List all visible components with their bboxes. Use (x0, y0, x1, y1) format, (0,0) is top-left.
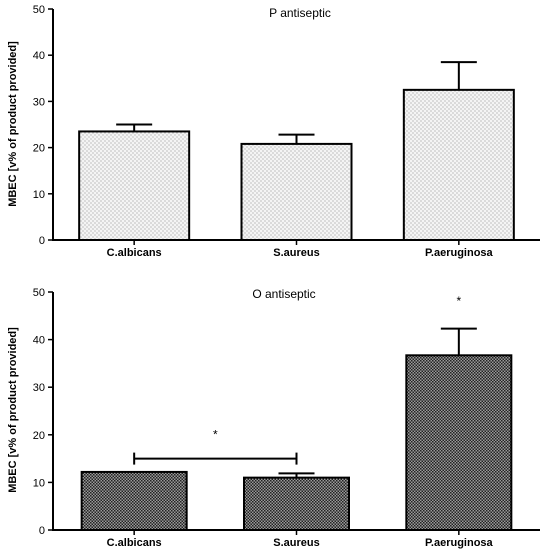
y-tick-label: 0 (39, 235, 45, 247)
x-tick-label: P.aeruginosa (425, 247, 494, 259)
significance-star: * (456, 294, 461, 308)
chart-marks: 0 10 20 30 40 50 C.albicans S.aureus P.aeruginos… (33, 287, 540, 549)
y-tick-label: 20 (33, 430, 45, 442)
y-tick-label: 30 (33, 382, 45, 394)
significance-star: * (213, 427, 218, 441)
y-axis-title: MBEC [v% of product provided] (7, 327, 19, 493)
chart-panel-p-antiseptic: P antiseptic MBEC [v% of product provide… (7, 4, 540, 259)
y-tick-label: 50 (33, 4, 45, 16)
y-tick-label: 50 (33, 287, 45, 299)
y-tick-label: 40 (33, 50, 45, 62)
x-tick-label: P.aeruginosa (425, 537, 494, 549)
y-tick-label: 0 (39, 525, 45, 537)
bar (402, 88, 515, 241)
bar (405, 354, 513, 532)
bar (243, 476, 350, 532)
y-tick-label: 30 (33, 96, 45, 108)
bar (240, 142, 353, 242)
chart-panel-o-antiseptic: O antiseptic MBEC [v% of product provide… (7, 287, 540, 549)
x-tick-label: C.albicans (107, 247, 162, 259)
y-tick-label: 10 (33, 189, 45, 201)
bar (78, 130, 191, 241)
y-tick-label: 10 (33, 477, 45, 489)
chart-marks: 0 10 20 30 40 50 C.albicans S.aureus P.aeruginos… (33, 4, 540, 259)
chart-title: O antiseptic (252, 287, 315, 301)
x-tick-label: C.albicans (107, 537, 162, 549)
chart-title: P antiseptic (269, 6, 331, 20)
bar (80, 470, 188, 532)
y-tick-label: 20 (33, 143, 45, 155)
x-tick-label: S.aureus (273, 537, 319, 549)
y-tick-label: 40 (33, 335, 45, 347)
x-tick-label: S.aureus (273, 247, 319, 259)
y-axis-title: MBEC [v% of product provided] (7, 41, 19, 207)
